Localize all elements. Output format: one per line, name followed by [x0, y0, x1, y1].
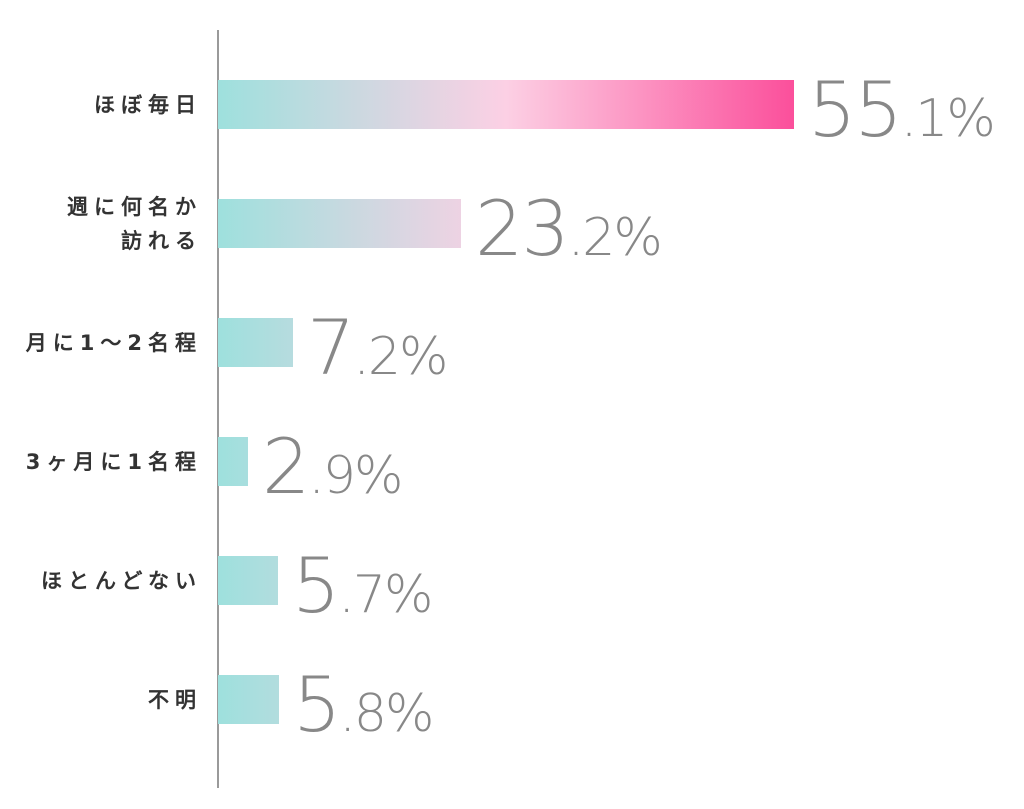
value-integer: 55	[808, 65, 903, 154]
value-integer: 5	[293, 660, 341, 749]
category-label: 月に1〜2名程	[25, 330, 202, 355]
value-decimal: .8%	[339, 684, 434, 744]
bar	[218, 437, 248, 486]
value-label: 7.2%	[307, 310, 448, 387]
value-decimal: .9%	[308, 446, 403, 506]
bar	[218, 80, 794, 129]
value-integer: 2	[262, 422, 310, 511]
value-decimal: .2%	[567, 208, 663, 268]
value-decimal: .7%	[338, 565, 433, 625]
bar	[218, 556, 278, 605]
value-decimal: .1%	[900, 89, 996, 149]
category-label: 週に何名か 訪れる	[67, 194, 202, 253]
value-label: 23.2%	[475, 191, 663, 268]
category-label: 3ヶ月に1名程	[25, 449, 202, 474]
y-axis-line	[217, 30, 219, 788]
value-label: 55.1%	[808, 72, 996, 149]
bar	[218, 199, 461, 248]
bar	[218, 318, 293, 367]
value-label: 5.8%	[293, 667, 434, 744]
value-label: 2.9%	[262, 429, 403, 506]
value-decimal: .2%	[353, 327, 448, 387]
category-label: ほぼ毎日	[94, 92, 202, 117]
category-label: ほとんどない	[41, 568, 202, 593]
category-label: 不明	[148, 687, 202, 712]
value-integer: 23	[475, 184, 570, 273]
value-integer: 5	[292, 541, 340, 630]
value-label: 5.7%	[292, 548, 433, 625]
bar	[218, 675, 279, 724]
value-integer: 7	[307, 303, 355, 392]
